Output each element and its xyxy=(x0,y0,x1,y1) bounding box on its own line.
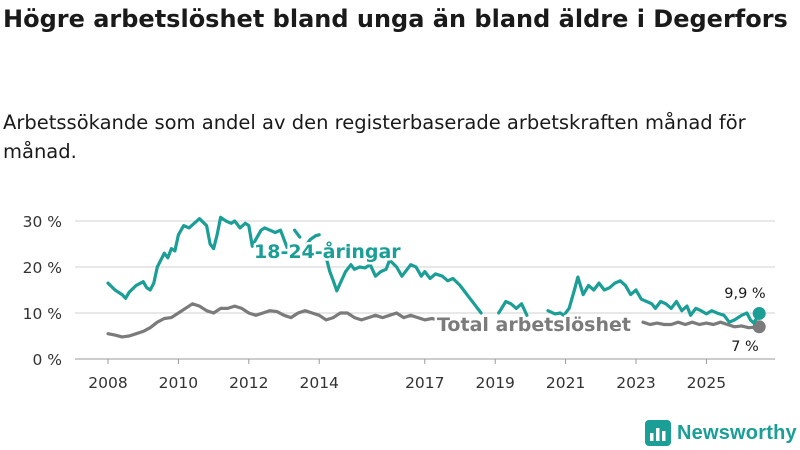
y-tick-label: 30 % xyxy=(23,213,62,231)
x-tick-label: 2008 xyxy=(88,374,127,392)
youth-series-line xyxy=(546,275,761,325)
youth-series-line xyxy=(324,256,483,315)
total-series-label-halo: Total arbetslöshet xyxy=(437,314,631,336)
chart-subtitle: Arbetssökande som andel av den registerb… xyxy=(3,111,746,163)
youth-series-line xyxy=(497,299,529,317)
x-tick-label: 2012 xyxy=(229,374,268,392)
x-tick-label: 2010 xyxy=(159,374,198,392)
y-tick-label: 0 % xyxy=(32,351,62,369)
youth-end-point xyxy=(752,306,766,320)
x-axis-ticks: 2008 2010 2012 2014 2017 2019 2021 2023 2025 xyxy=(88,359,726,392)
total-end-value-label: 7 % xyxy=(731,339,759,355)
youth-end-value-label: 9,9 % xyxy=(724,286,765,302)
youth-series-line xyxy=(305,233,321,246)
y-tick-label: 10 % xyxy=(23,305,62,323)
brand-name: Newsworthy xyxy=(677,421,797,444)
x-tick-label: 2025 xyxy=(687,374,726,392)
total-series-line xyxy=(106,302,455,339)
youth-series-line xyxy=(293,228,302,239)
total-series-label: Total arbetslöshet xyxy=(437,314,631,336)
y-tick-label: 20 % xyxy=(23,259,62,277)
x-tick-label: 2017 xyxy=(405,374,444,392)
line-chart: 0 % 10 % 20 % 30 % 2008 2010 2012 2014 2017 2019… xyxy=(23,213,775,392)
x-tick-label: 2014 xyxy=(299,374,338,392)
newsworthy-logo: Newsworthy xyxy=(645,420,797,446)
x-tick-label: 2019 xyxy=(475,374,514,392)
youth-series-label: 18-24-åringar xyxy=(254,239,401,263)
total-series-line xyxy=(641,320,761,330)
series-lines xyxy=(106,215,766,339)
youth-series-label-halo: 18-24-åringar xyxy=(254,239,401,263)
x-tick-label: 2021 xyxy=(546,374,585,392)
y-axis-ticks: 0 % 10 % 20 % 30 % xyxy=(23,213,62,369)
chart-title: Högre arbetslöshet bland unga än bland ä… xyxy=(3,5,788,33)
bar-chart-logo-icon xyxy=(645,420,671,446)
gridlines xyxy=(75,220,775,360)
youth-series-line xyxy=(106,215,290,300)
total-end-point xyxy=(752,320,766,334)
x-tick-label: 2023 xyxy=(616,374,655,392)
